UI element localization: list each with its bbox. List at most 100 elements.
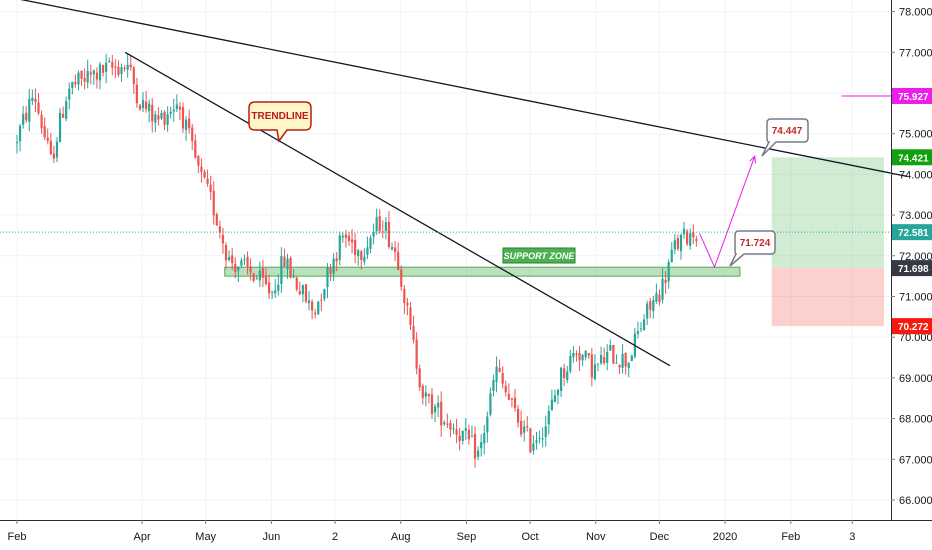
- candle-body: [556, 389, 560, 396]
- y-tick-label: 75.000: [899, 129, 932, 141]
- candle-body: [624, 353, 627, 367]
- candle-body: [74, 82, 77, 85]
- x-tick-label: Feb: [8, 531, 27, 543]
- entry-callout-bubble: [729, 230, 776, 267]
- candle-body: [686, 231, 689, 244]
- candle-body: [120, 67, 123, 75]
- profit-zone[interactable]: [771, 157, 885, 269]
- candle-body: [43, 125, 46, 138]
- candle-body: [390, 246, 394, 250]
- candle-body: [335, 258, 338, 262]
- entry-callout[interactable]: 71.724: [729, 230, 776, 267]
- candle-body: [529, 428, 532, 452]
- candle-body: [46, 137, 49, 141]
- candle-body: [676, 238, 680, 249]
- candle-body: [566, 371, 569, 381]
- candle-body: [575, 353, 578, 355]
- y-tick-label: 67.000: [899, 454, 932, 466]
- y-tick-label: 77.000: [899, 47, 932, 59]
- candle-body: [18, 125, 22, 142]
- target-callout-bubble: [761, 118, 809, 157]
- candle-body: [240, 260, 243, 266]
- candle-body: [418, 368, 421, 388]
- candle-body: [593, 364, 597, 380]
- candle-body: [372, 232, 375, 237]
- candle-body: [354, 240, 357, 256]
- candle-body: [280, 256, 283, 285]
- candle-body: [98, 64, 102, 81]
- price-axis[interactable]: 66.000 67.000 68.000 69.000 70.000 71.000 72.0…: [891, 0, 932, 520]
- trendline-callout[interactable]: TRENDLINE: [248, 101, 312, 143]
- candle-body: [467, 429, 470, 440]
- candle-body: [375, 217, 378, 232]
- candle-body: [246, 256, 249, 267]
- candle-body: [449, 422, 452, 430]
- trendline-short[interactable]: [124, 51, 671, 367]
- candle-body: [154, 114, 157, 123]
- candle-body: [366, 247, 369, 255]
- candle-body: [646, 303, 649, 319]
- candle-body: [178, 106, 182, 110]
- price-badge-label: 75.927: [898, 92, 929, 103]
- price-badge-bg: [892, 260, 932, 277]
- candle-body: [145, 101, 148, 110]
- candle-body: [381, 231, 384, 233]
- candle-body: [618, 365, 621, 368]
- x-tick-label: Nov: [586, 531, 606, 543]
- candle-body: [166, 114, 169, 125]
- candle-body: [329, 268, 332, 274]
- price-badges: 75.927 74.421 72.581 71.698 70.272: [892, 87, 932, 335]
- candle-body: [590, 354, 593, 378]
- candle-body: [277, 284, 280, 291]
- price-badge: 71.698: [892, 260, 932, 277]
- candle-body: [338, 235, 341, 260]
- candle-body: [194, 140, 197, 158]
- candle-body: [243, 259, 246, 261]
- trendline-long[interactable]: [0, 0, 908, 178]
- support-zone-label[interactable]: SUPPORT ZONE: [502, 247, 576, 264]
- candle-body: [363, 256, 366, 262]
- price-badge-label: 70.272: [898, 322, 929, 333]
- candle-body: [695, 238, 698, 241]
- projection-path[interactable]: [699, 156, 756, 269]
- candle-body: [188, 118, 191, 129]
- candle-body: [218, 226, 221, 233]
- candle-body: [504, 385, 507, 393]
- candle-body: [649, 301, 652, 310]
- candle-body: [658, 294, 661, 302]
- candle-body: [71, 81, 74, 89]
- candle-body: [181, 107, 185, 129]
- y-tick-label: 68.000: [899, 414, 932, 426]
- target-callout[interactable]: 74.447: [761, 118, 809, 157]
- candle-body: [639, 328, 643, 330]
- candle-body: [553, 395, 557, 403]
- candle-body: [532, 443, 535, 451]
- price-badge-label: 71.698: [898, 264, 929, 275]
- candle-body: [642, 319, 646, 331]
- price-badge-bg: [892, 318, 932, 335]
- candle-body: [347, 235, 351, 242]
- candle-body: [212, 190, 215, 216]
- candle-body: [68, 88, 71, 100]
- candle-body: [486, 416, 489, 433]
- candlesticks: [15, 53, 698, 468]
- candle-body: [621, 353, 624, 368]
- candle-body: [667, 262, 670, 282]
- support-zone-rect[interactable]: [224, 266, 741, 277]
- candle-body: [357, 250, 360, 257]
- candle-body: [652, 300, 655, 312]
- candle-body: [206, 178, 209, 184]
- candle-body: [412, 325, 415, 340]
- candle-body: [559, 367, 563, 392]
- loss-zone[interactable]: [771, 268, 885, 327]
- candle-body: [350, 239, 354, 243]
- candle-body: [406, 302, 409, 306]
- candle-body: [286, 258, 289, 270]
- candle-body: [231, 255, 234, 264]
- candle-body: [89, 72, 92, 75]
- candle-body: [22, 114, 25, 125]
- candle-body: [682, 228, 686, 235]
- time-axis[interactable]: Feb Apr May Jun 2 Aug Sep Oct Nov Dec 2020 Feb 3: [0, 520, 932, 543]
- candle-body: [572, 352, 575, 358]
